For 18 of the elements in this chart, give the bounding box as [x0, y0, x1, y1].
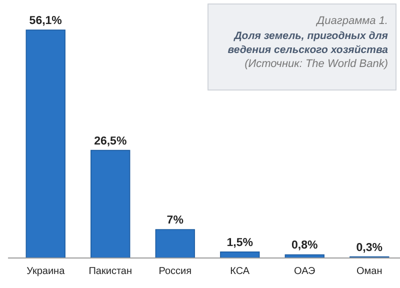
chart-title: Диаграмма 1. [314, 15, 388, 27]
data-label: 26,5% [94, 135, 127, 148]
bar [26, 30, 66, 258]
text: Доля земель, пригодных для ведения сельского хозяйства [228, 30, 388, 56]
bar [90, 150, 130, 258]
x-tick-label: Россия [158, 266, 192, 277]
annotation: (Источник: The World Bank) [244, 58, 388, 70]
data-label: 0,3% [356, 242, 382, 254]
x-tick-label: Пакистан [88, 266, 132, 277]
x-tick-label: Оман [356, 266, 382, 277]
x-tick-label: Украина [26, 266, 66, 277]
data-label: 1,5% [226, 236, 253, 249]
data-label: 0,8% [292, 240, 318, 252]
data-label: 56,1% [29, 15, 62, 27]
x-tick-label: КСА [230, 266, 250, 277]
bar [155, 229, 195, 258]
x-tick-label: ОАЭ [294, 266, 316, 277]
data-label: 7% [166, 214, 184, 227]
